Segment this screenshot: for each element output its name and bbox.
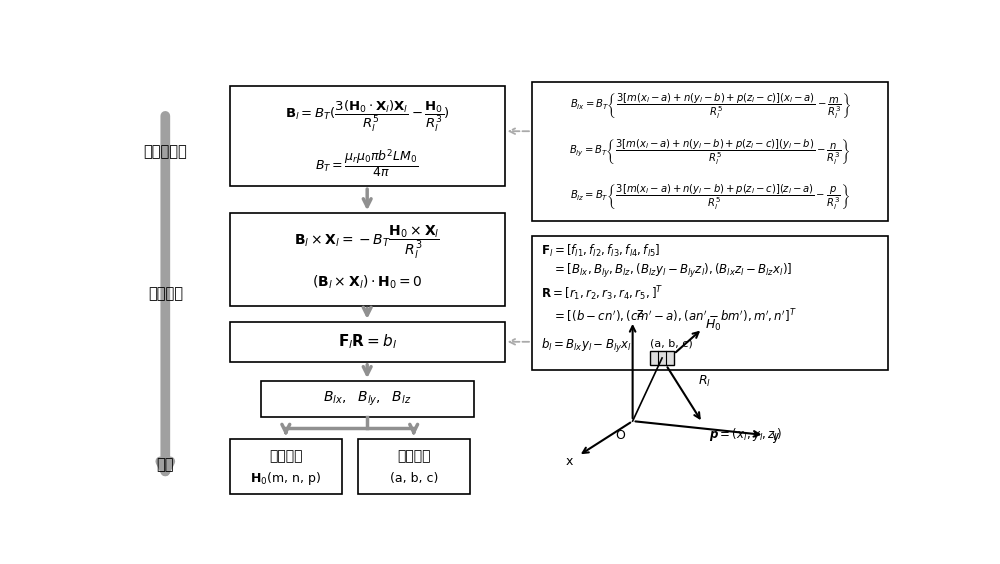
FancyBboxPatch shape xyxy=(358,439,470,494)
Text: $H_0$: $H_0$ xyxy=(705,318,721,333)
FancyBboxPatch shape xyxy=(532,82,888,221)
Text: (a, b, c): (a, b, c) xyxy=(390,472,438,485)
Text: 结果: 结果 xyxy=(157,457,174,473)
Text: $(\mathbf{B}_l \times \mathbf{X}_l) \cdot \mathbf{H}_0 = 0$: $(\mathbf{B}_l \times \mathbf{X}_l) \cdo… xyxy=(312,274,422,291)
Text: 非线性方程: 非线性方程 xyxy=(143,144,187,159)
Text: $\quad = [B_{lx}, B_{ly}, B_{lz}, (B_{lz}y_l - B_{ly}z_l), (B_{lx}z_l - B_{lz}x_: $\quad = [B_{lx}, B_{ly}, B_{lz}, (B_{lz… xyxy=(541,262,793,280)
Text: $B_{lx} = B_T\left\{\dfrac{3[m(x_l-a)+n(y_l-b)+p(z_l-c)](x_l-a)}{R_l^5} - \dfrac: $B_{lx} = B_T\left\{\dfrac{3[m(x_l-a)+n(… xyxy=(570,91,851,121)
Text: $\mathbf{B}_l = B_T(\dfrac{3(\mathbf{H}_0 \cdot \mathbf{X}_l)\mathbf{X}_l}{R_l^5: $\mathbf{B}_l = B_T(\dfrac{3(\mathbf{H}_… xyxy=(285,99,450,134)
FancyBboxPatch shape xyxy=(532,236,888,369)
Text: $\mathbf{R} = [r_1, r_2, r_3, r_4, r_5,]^T$: $\mathbf{R} = [r_1, r_2, r_3, r_4, r_5,]… xyxy=(541,284,664,303)
FancyBboxPatch shape xyxy=(230,322,505,362)
Text: $B_{lz} = B_T\left\{\dfrac{3[m(x_l-a)+n(y_l-b)+p(z_l-c)](z_l-a)}{R_l^5} - \dfrac: $B_{lz} = B_T\left\{\dfrac{3[m(x_l-a)+n(… xyxy=(570,182,850,212)
Text: (a, b, c): (a, b, c) xyxy=(650,339,693,349)
Text: O: O xyxy=(615,429,625,442)
FancyBboxPatch shape xyxy=(230,213,505,306)
Text: $b_l = B_{lx}y_l - B_{ly}x_l$: $b_l = B_{lx}y_l - B_{ly}x_l$ xyxy=(541,337,632,355)
Text: $\mathbf{B}_l \times \mathbf{X}_l = -B_T\dfrac{\mathbf{H}_0 \times \mathbf{X}_l}: $\mathbf{B}_l \times \mathbf{X}_l = -B_T… xyxy=(294,224,440,262)
Text: $\boldsymbol{p}=(x_l, y_l, z_l)$: $\boldsymbol{p}=(x_l, y_l, z_l)$ xyxy=(709,426,782,443)
Text: 二维方向: 二维方向 xyxy=(269,450,303,464)
Text: $\mathbf{H}_0$(m, n, p): $\mathbf{H}_0$(m, n, p) xyxy=(250,470,321,487)
Text: $B_T = \dfrac{\mu_r\mu_0\pi b^2 L M_0}{4\pi}$: $B_T = \dfrac{\mu_r\mu_0\pi b^2 L M_0}{4… xyxy=(315,148,419,180)
FancyBboxPatch shape xyxy=(230,86,505,186)
Text: $R_l$: $R_l$ xyxy=(698,373,711,389)
Text: z: z xyxy=(637,307,643,320)
Text: 线性方程: 线性方程 xyxy=(148,287,183,302)
Text: y: y xyxy=(772,430,780,443)
Text: $B_{ly} = B_T\left\{\dfrac{3[m(x_l-a)+n(y_l-b)+p(z_l-c)](y_l-b)}{R_l^5} - \dfrac: $B_{ly} = B_T\left\{\dfrac{3[m(x_l-a)+n(… xyxy=(569,136,851,166)
FancyBboxPatch shape xyxy=(230,439,342,494)
Text: x: x xyxy=(565,455,573,468)
Text: $\mathbf{F}_l = [f_{l1}, f_{l2}, f_{l3}, f_{l4}, f_{l5}]$: $\mathbf{F}_l = [f_{l1}, f_{l2}, f_{l3},… xyxy=(541,243,661,259)
FancyBboxPatch shape xyxy=(650,351,674,365)
Text: $B_{lx},\ \ B_{ly},\ \ B_{lz}$: $B_{lx},\ \ B_{ly},\ \ B_{lz}$ xyxy=(323,390,411,408)
Text: $\mathbf{F}_l\mathbf{R} = b_l$: $\mathbf{F}_l\mathbf{R} = b_l$ xyxy=(338,332,397,351)
FancyBboxPatch shape xyxy=(261,381,474,417)
Text: 三维方向: 三维方向 xyxy=(397,450,430,464)
Text: $\quad = [(b-cn^\prime), (cm^\prime-a), (an^\prime-bm^\prime), m^\prime, n^\prim: $\quad = [(b-cn^\prime), (cm^\prime-a), … xyxy=(541,307,797,325)
